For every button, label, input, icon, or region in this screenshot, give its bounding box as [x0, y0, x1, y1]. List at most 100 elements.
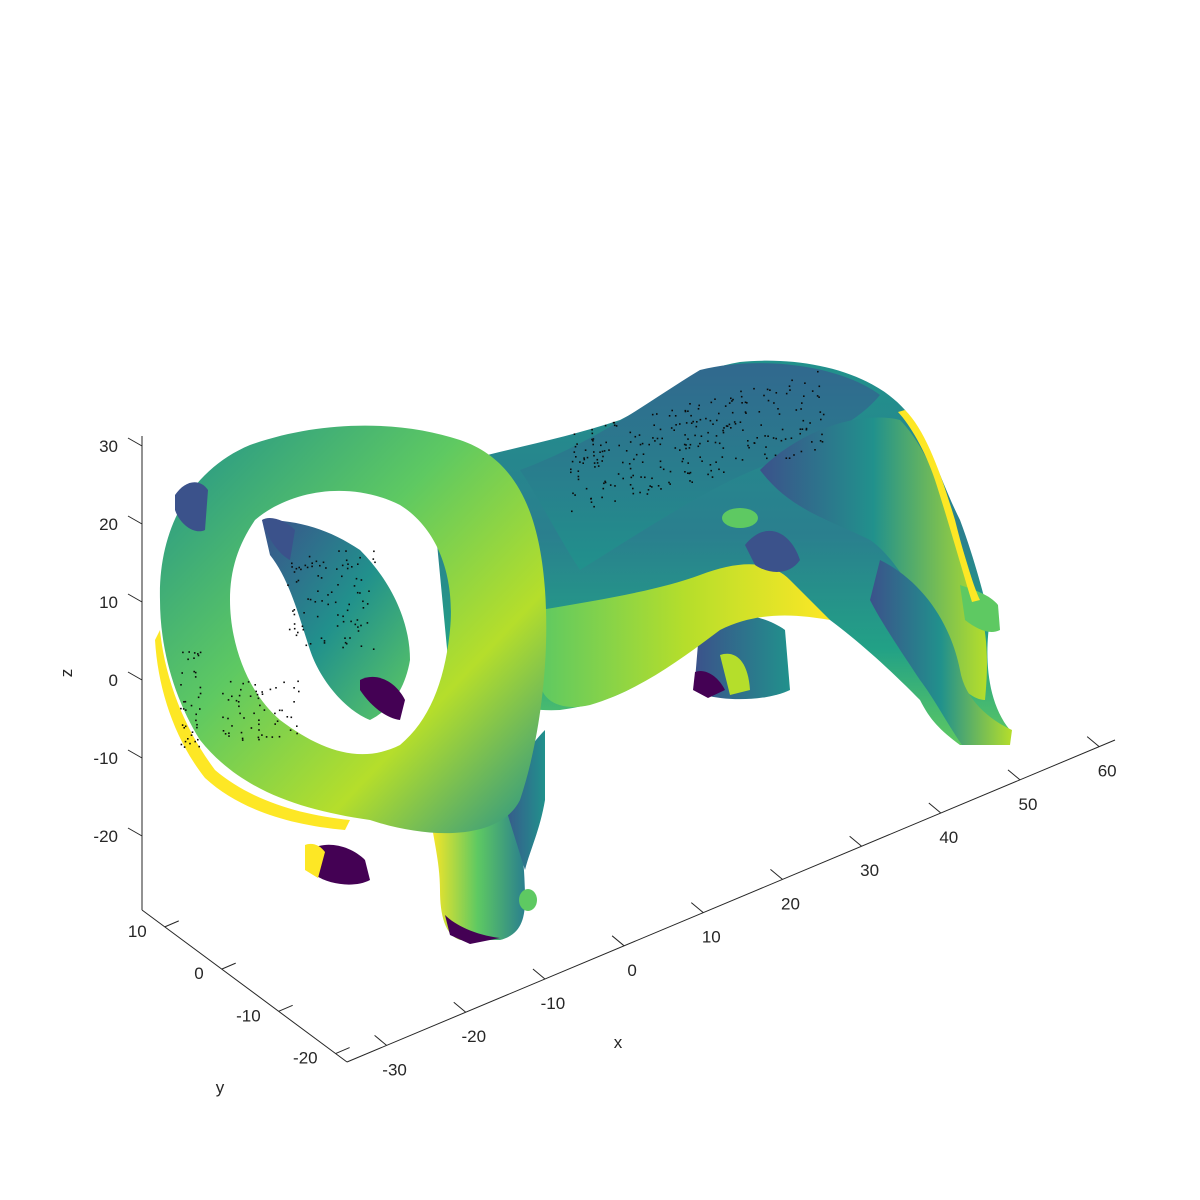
speckle-point [774, 454, 777, 457]
cloud-front-foot [445, 915, 500, 944]
speckle-point [609, 484, 612, 486]
speckle-point [582, 462, 584, 464]
speckle-point [261, 734, 263, 736]
speckle-point [818, 396, 820, 398]
speckle-point [780, 439, 783, 442]
speckle-point [742, 429, 744, 431]
speckle-point [685, 422, 688, 424]
speckle-point [633, 458, 635, 461]
speckle-point [634, 435, 637, 438]
speckle-point [690, 414, 692, 417]
speckle-point [362, 600, 364, 603]
speckle-point [788, 457, 791, 459]
cloud-far-hind-foot-hi [720, 653, 750, 695]
speckle-point [618, 444, 620, 447]
speckle-point [716, 419, 718, 422]
speckle-point [673, 429, 675, 431]
speckle-point [183, 727, 185, 729]
speckle-point [697, 408, 700, 410]
speckle-point [712, 423, 714, 425]
speckle-point [707, 431, 709, 434]
x-tick-6 [849, 835, 862, 847]
x-tick-label-7: 40 [939, 828, 958, 847]
speckle-point [730, 397, 732, 400]
speckle-point [250, 727, 253, 729]
speckle-point [684, 471, 686, 473]
speckle-point [615, 425, 618, 427]
speckle-point [258, 723, 260, 726]
speckle-point [253, 712, 255, 715]
speckle-point [651, 413, 654, 416]
speckle-point [668, 481, 670, 484]
speckle-point [822, 413, 825, 416]
cloud-shoulder-blob [722, 508, 758, 528]
speckle-point [317, 590, 319, 592]
cloud-front-leg-far [500, 730, 545, 870]
cloud-haunch [760, 417, 987, 700]
speckle-point [366, 622, 369, 624]
cloud-ear [262, 518, 295, 560]
speckle-point [321, 600, 323, 602]
cloud-far-hind-foot [693, 670, 725, 698]
y-axis-line [141, 909, 348, 1063]
speckle-point [775, 392, 778, 394]
speckle-point [811, 441, 813, 443]
speckle-point [255, 690, 257, 693]
x-tick-1 [453, 1001, 467, 1013]
speckle-point [699, 418, 702, 421]
speckle-point [372, 558, 375, 560]
speckle-point [603, 450, 606, 452]
speckle-point [180, 707, 182, 710]
speckle-point [199, 651, 202, 654]
z-tick-label-4: 20 [99, 515, 118, 534]
speckle-point [656, 413, 658, 415]
speckle-point [243, 717, 245, 719]
speckle-point [228, 735, 230, 737]
speckle-point [185, 709, 187, 711]
speckle-point [777, 408, 779, 410]
speckle-point [641, 461, 644, 463]
speckle-point [276, 720, 279, 722]
speckle-point [222, 730, 225, 732]
speckle-point [345, 550, 347, 552]
speckle-point [290, 716, 293, 719]
speckle-point [254, 684, 256, 686]
x-tick-5 [770, 869, 783, 880]
cloud-belly [540, 564, 830, 708]
speckle-point [295, 634, 298, 637]
speckle-point [679, 449, 681, 451]
speckle-point [295, 581, 298, 583]
speckle-point [338, 550, 340, 552]
speckle-point [287, 584, 289, 586]
speckle-point [674, 415, 677, 417]
speckle-point [795, 409, 798, 411]
cloud-stray-blob [519, 889, 537, 911]
speckle-point [691, 481, 693, 483]
speckle-point [199, 686, 202, 689]
speckle-point [638, 434, 641, 436]
speckle-point [258, 719, 260, 721]
speckle-point [718, 412, 720, 415]
z-tick-4 [127, 515, 143, 525]
cloud-near-hind-leg [870, 560, 1012, 745]
cloud-far-hind-leg [695, 614, 790, 700]
speckle-point [805, 428, 808, 431]
speckle-point [301, 625, 304, 628]
speckle-point [681, 460, 684, 463]
speckle-point [741, 459, 744, 461]
speckle-point [257, 697, 260, 700]
speckle-point [705, 417, 707, 420]
x-axis-label: x [614, 1033, 623, 1052]
x-tick-label-2: -10 [541, 994, 566, 1013]
speckle-point [764, 435, 766, 437]
speckle-point [740, 395, 743, 398]
x-tick-label-9: 60 [1098, 762, 1117, 781]
speckle-point [651, 486, 653, 488]
speckle-point [596, 458, 599, 461]
speckle-point [222, 692, 224, 695]
speckle-point [297, 631, 299, 634]
speckle-point [715, 435, 718, 437]
speckle-point [820, 418, 822, 421]
speckle-point [278, 709, 281, 712]
x-tick-label-4: 10 [702, 928, 721, 947]
